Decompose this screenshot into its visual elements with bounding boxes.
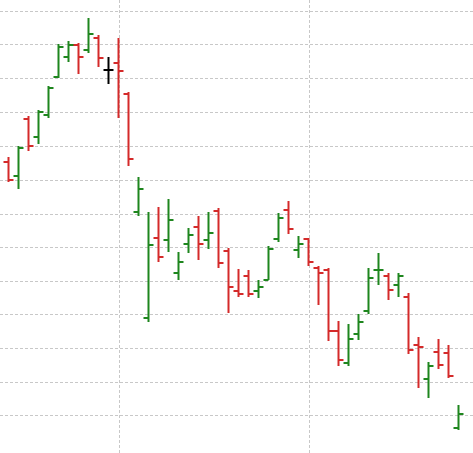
chart <box>0 0 473 453</box>
